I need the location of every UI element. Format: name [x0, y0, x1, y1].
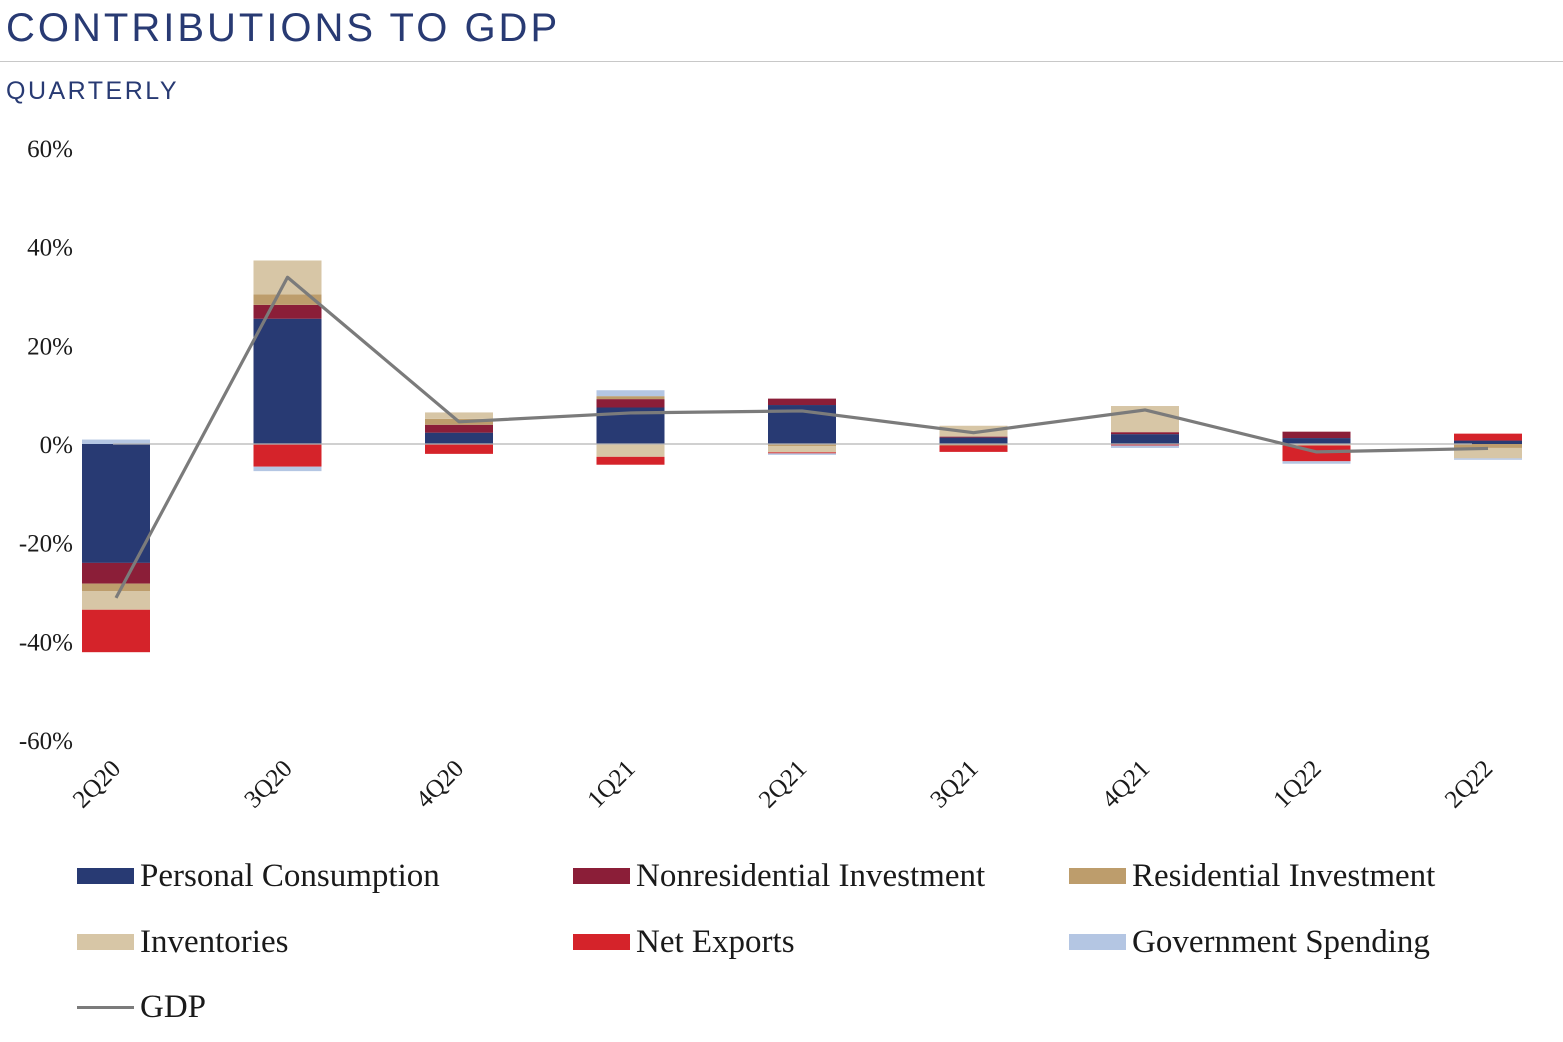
bar-government-spending-4q21: [1111, 445, 1179, 448]
bar-personal-consumption-3q21: [939, 437, 1008, 444]
bar-nonresidential-investment-1q21: [596, 399, 665, 408]
x-tick-label: 4Q21: [1097, 755, 1155, 813]
y-tick-label: 0%: [40, 432, 73, 459]
bar-net-exports-1q21: [596, 456, 665, 465]
y-tick-label: -20%: [19, 531, 73, 558]
legend-item-net-exports: Net Exports: [573, 918, 795, 966]
legend-label: GDP: [140, 988, 207, 1025]
legend-label: Net Exports: [636, 923, 795, 960]
legend-label: Residential Investment: [1132, 857, 1436, 894]
bar-inventories-4q20: [425, 412, 493, 419]
bar-net-exports-4q21: [1111, 444, 1179, 446]
x-tick-label: 2Q21: [754, 755, 812, 813]
bar-net-exports-3q20: [253, 444, 322, 467]
bar-personal-consumption-1q22: [1282, 438, 1351, 444]
bar-nonresidential-investment-3q20: [253, 304, 322, 319]
bar-net-exports-3q21: [939, 445, 1008, 452]
legend-swatch: [573, 868, 630, 884]
chart-title: CONTRIBUTIONS TO GDP: [6, 6, 561, 50]
bar-nonresidential-investment-4q21: [1111, 432, 1179, 435]
bar-government-spending-2q21: [768, 453, 836, 455]
stacked-bars: [82, 260, 1522, 653]
bar-net-exports-2q20: [82, 609, 150, 653]
legend-label: Government Spending: [1132, 923, 1430, 960]
bar-residential-investment-1q21: [596, 396, 665, 400]
bar-government-spending-3q20: [253, 466, 322, 472]
y-tick-label: 60%: [27, 136, 73, 163]
bar-personal-consumption-4q21: [1111, 434, 1179, 444]
bar-net-exports-2q21: [768, 452, 836, 454]
bar-personal-consumption-3q20: [253, 318, 322, 444]
legend-label: Inventories: [140, 923, 289, 960]
legend-label: Personal Consumption: [140, 857, 440, 894]
x-tick-label: 4Q20: [411, 755, 469, 813]
x-tick-label: 2Q20: [68, 755, 126, 813]
bar-inventories-1q22: [1282, 444, 1351, 446]
bar-residential-investment-3q20: [253, 294, 322, 305]
gdp-line-series: [114, 275, 1489, 599]
bar-government-spending-2q22: [1454, 458, 1522, 460]
bar-net-exports-2q22: [1454, 433, 1522, 441]
legend-swatch: [77, 1005, 134, 1009]
y-axis-ticks: 60% 40% 20% 0% -20% -40% -60%: [19, 136, 73, 755]
bar-inventories-1q21: [596, 444, 665, 457]
x-tick-label: 1Q21: [582, 755, 640, 813]
legend-item-personal-consumption: Personal Consumption: [77, 852, 440, 900]
bar-nonresidential-investment-3q21: [939, 436, 1008, 438]
y-tick-label: 40%: [27, 235, 73, 262]
bar-nonresidential-investment-1q22: [1282, 431, 1351, 439]
gdp-contributions-chart: 60% 40% 20% 0% -20% -40% -60% 2Q20 3Q20 4Q20 1Q21…: [19, 136, 1522, 814]
bar-inventories-2q20: [82, 591, 150, 610]
bar-residential-investment-3q21: [939, 444, 1008, 446]
bar-nonresidential-investment-2q20: [82, 562, 150, 584]
legend-swatch: [573, 934, 630, 950]
bar-government-spending-2q20: [82, 439, 150, 444]
bar-inventories-2q21: [768, 445, 836, 453]
y-tick-label: -40%: [19, 629, 73, 656]
x-tick-label: 1Q22: [1268, 755, 1326, 813]
legend-swatch: [77, 934, 134, 950]
bar-nonresidential-investment-2q21: [768, 398, 836, 406]
legend-swatch: [1069, 934, 1126, 950]
legend-item-residential-investment: Residential Investment: [1069, 852, 1435, 900]
bar-nonresidential-investment-4q20: [425, 424, 493, 433]
y-tick-label: 20%: [27, 333, 73, 360]
legend-swatch: [1069, 868, 1126, 884]
bar-personal-consumption-2q22: [1454, 440, 1522, 444]
bar-personal-consumption-2q20: [82, 444, 150, 563]
chart-subtitle: QUARTERLY: [6, 77, 180, 105]
x-axis-ticks: 2Q20 3Q20 4Q20 1Q21 2Q21 3Q21 4Q21 1Q22 2Q22: [68, 755, 1498, 813]
legend-item-gdp: GDP: [77, 983, 206, 1031]
bar-residential-investment-2q22: [1454, 444, 1522, 448]
x-tick-label: 2Q22: [1440, 755, 1498, 813]
gdp-line: [114, 275, 1489, 599]
x-tick-label: 3Q21: [925, 755, 983, 813]
bar-government-spending-1q22: [1282, 461, 1351, 464]
title-divider: [0, 61, 1563, 62]
legend-item-nonresidential-investment: Nonresidential Investment: [573, 852, 985, 900]
bar-inventories-2q22: [1454, 447, 1522, 459]
legend-item-inventories: Inventories: [77, 918, 288, 966]
y-tick-label: -60%: [19, 728, 73, 755]
bar-government-spending-1q21: [596, 390, 665, 397]
legend-label: Nonresidential Investment: [636, 857, 986, 894]
x-tick-label: 3Q20: [239, 755, 297, 813]
legend-item-government-spending: Government Spending: [1069, 918, 1430, 966]
bar-residential-investment-2q21: [768, 444, 836, 446]
bar-net-exports-4q20: [425, 444, 493, 454]
bar-personal-consumption-4q20: [425, 432, 493, 444]
legend-swatch: [77, 868, 134, 884]
bar-residential-investment-2q20: [82, 583, 150, 592]
